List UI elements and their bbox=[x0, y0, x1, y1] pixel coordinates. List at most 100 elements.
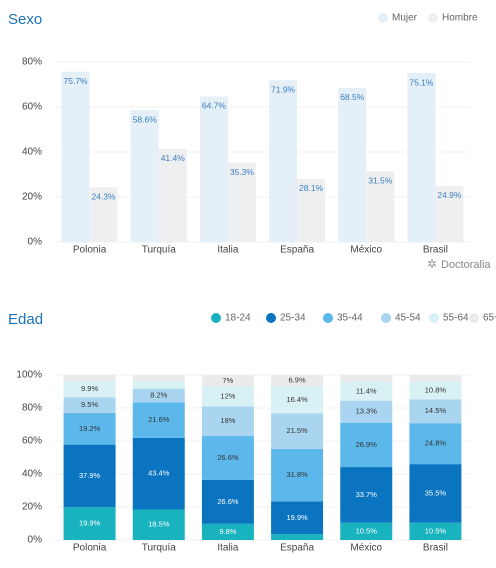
x-tick-label: Polonia bbox=[73, 245, 107, 256]
value-label: 31.8% bbox=[286, 470, 308, 479]
bar-segment bbox=[409, 375, 462, 382]
bar-segment bbox=[63, 375, 116, 381]
bar-segment bbox=[271, 386, 324, 414]
value-label: 14.5% bbox=[425, 406, 447, 415]
bar-segment bbox=[201, 523, 254, 540]
bar-segment bbox=[132, 509, 185, 540]
bar-segment bbox=[271, 375, 324, 387]
value-label: 10.5% bbox=[425, 526, 447, 535]
bar bbox=[269, 80, 298, 242]
bar-segment bbox=[63, 444, 116, 508]
x-tick-label: Polonia bbox=[73, 543, 107, 554]
bar bbox=[297, 178, 326, 242]
value-label: 21.6% bbox=[148, 415, 170, 424]
watermark: Doctoralia bbox=[441, 259, 491, 271]
value-label: 37.9% bbox=[79, 471, 101, 480]
x-tick-label: España bbox=[280, 245, 314, 256]
value-label: 24.3% bbox=[92, 192, 117, 202]
legend-label: Hombre bbox=[442, 13, 478, 24]
value-label: 31.5% bbox=[368, 175, 393, 185]
value-label: 7% bbox=[222, 376, 233, 385]
bar-segment bbox=[340, 375, 393, 382]
y-tick-label: 20% bbox=[22, 192, 42, 203]
value-label: 9.5% bbox=[81, 400, 98, 409]
y-tick-label: 0% bbox=[28, 535, 43, 546]
x-tick-label: México bbox=[350, 543, 382, 554]
bar-segment bbox=[271, 534, 324, 540]
x-tick-label: Turquía bbox=[142, 543, 177, 554]
legend-marker bbox=[381, 313, 391, 323]
bar bbox=[89, 187, 118, 242]
bar bbox=[407, 73, 436, 243]
x-tick-label: Brasil bbox=[423, 245, 448, 256]
bar bbox=[61, 71, 90, 242]
bar-segment bbox=[340, 422, 393, 468]
bar-segment bbox=[271, 413, 324, 449]
value-label: 26.9% bbox=[356, 440, 378, 449]
value-label: 12% bbox=[220, 391, 235, 400]
watermark-icon: ✲ bbox=[427, 257, 437, 271]
legend-marker bbox=[211, 313, 221, 323]
value-label: 75.7% bbox=[64, 76, 89, 86]
bar-segment bbox=[340, 467, 393, 523]
legend-marker bbox=[469, 313, 479, 323]
legend-marker bbox=[428, 13, 438, 23]
y-tick-label: 80% bbox=[22, 403, 42, 414]
bar-segment bbox=[132, 388, 185, 403]
value-label: 26.6% bbox=[217, 453, 239, 462]
value-label: 24.9% bbox=[437, 190, 462, 200]
value-label: 68.5% bbox=[340, 92, 365, 102]
y-tick-label: 80% bbox=[22, 57, 42, 68]
value-label: 11.4% bbox=[356, 386, 377, 395]
y-tick-label: 60% bbox=[22, 102, 42, 113]
bar bbox=[366, 171, 395, 242]
x-tick-label: España bbox=[280, 543, 314, 554]
bar-segment bbox=[271, 501, 324, 535]
value-label: 24.8% bbox=[425, 439, 447, 448]
value-label: 6.9% bbox=[289, 376, 306, 385]
bar-segment bbox=[201, 479, 254, 524]
legend-label: 65+ bbox=[483, 313, 496, 324]
y-tick-label: 20% bbox=[22, 502, 42, 513]
value-label: 16.4% bbox=[286, 395, 308, 404]
value-label: 18% bbox=[220, 416, 235, 425]
bar-segment bbox=[201, 406, 254, 437]
value-label: 8.2% bbox=[150, 390, 167, 399]
value-label: 9.8% bbox=[219, 527, 236, 536]
value-label: 58.6% bbox=[133, 114, 158, 124]
bar bbox=[199, 96, 228, 242]
bar-segment bbox=[63, 380, 116, 398]
value-label: 41.4% bbox=[161, 153, 186, 163]
bar-segment bbox=[132, 437, 185, 510]
bar-segment bbox=[201, 386, 254, 407]
bar bbox=[338, 87, 367, 242]
y-tick-label: 60% bbox=[22, 436, 42, 447]
legend-marker bbox=[378, 13, 388, 23]
chart-title: Sexo bbox=[8, 11, 42, 28]
bar-segment bbox=[201, 436, 254, 480]
value-label: 26.6% bbox=[217, 497, 239, 506]
bar-segment bbox=[201, 375, 254, 387]
bar-segment bbox=[63, 412, 116, 445]
bar-segment bbox=[63, 507, 116, 540]
bar-segment bbox=[63, 397, 116, 413]
bar-segment bbox=[132, 402, 185, 438]
x-tick-label: México bbox=[350, 245, 382, 256]
value-label: 10.5% bbox=[356, 526, 378, 535]
chart-title: Edad bbox=[8, 311, 43, 328]
value-label: 10.8% bbox=[425, 385, 447, 394]
bar-segment bbox=[409, 423, 462, 465]
bar-segment bbox=[132, 375, 185, 382]
legend-label: 55-64 bbox=[443, 313, 469, 324]
bar bbox=[158, 148, 187, 242]
y-tick-label: 40% bbox=[22, 147, 42, 158]
legend-marker bbox=[429, 313, 439, 323]
value-label: 18.5% bbox=[148, 520, 170, 529]
value-label: 33.7% bbox=[356, 490, 378, 499]
legend-label: 18-24 bbox=[225, 313, 251, 324]
legend-marker bbox=[323, 313, 333, 323]
legend-label: 25-34 bbox=[280, 313, 306, 324]
bar bbox=[130, 110, 159, 243]
bar bbox=[435, 185, 464, 242]
